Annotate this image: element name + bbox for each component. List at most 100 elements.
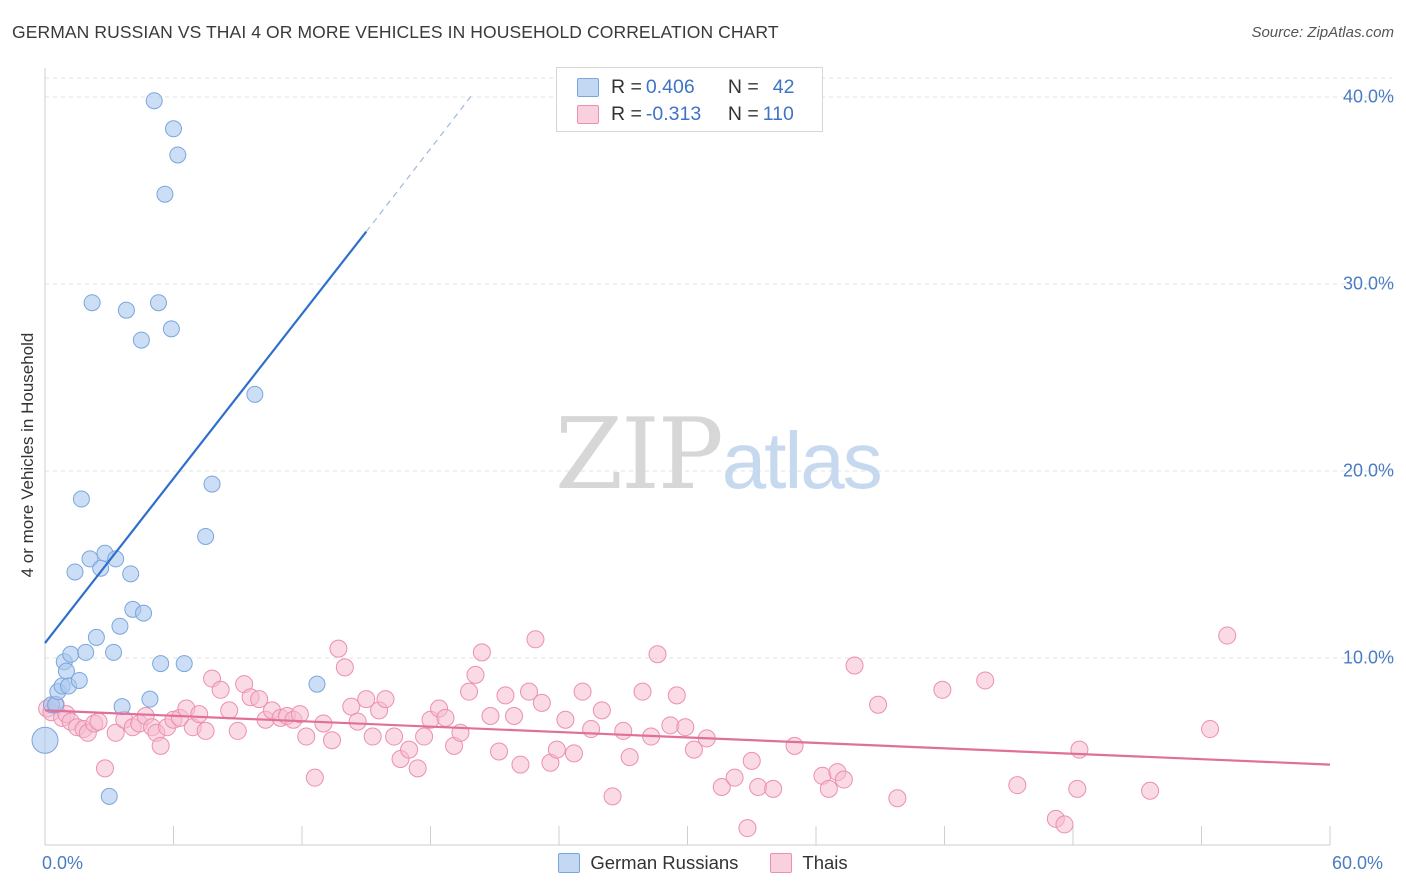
thais-point <box>785 736 804 755</box>
thais-point <box>342 697 361 716</box>
thais-point <box>573 682 592 701</box>
legend-swatch-pink <box>577 104 599 124</box>
german-russians-points <box>31 92 326 805</box>
german-russians-point <box>83 294 101 312</box>
german-russians-point <box>100 787 118 805</box>
thais-point <box>290 705 309 724</box>
thais-point <box>305 768 324 787</box>
bottom-legend-thais: Thais <box>770 852 848 874</box>
thais-point <box>89 712 108 731</box>
thais-point <box>532 693 551 712</box>
thais-point <box>220 701 239 720</box>
thais-point <box>1055 815 1074 834</box>
thais-point <box>582 720 601 739</box>
german-russians-point <box>165 120 182 138</box>
thais-point <box>547 740 566 759</box>
german-russians-point <box>152 655 170 673</box>
german-russians-point <box>150 294 168 312</box>
watermark-atlas: atlas <box>721 416 883 505</box>
thais-point <box>400 740 419 759</box>
german-russians-point <box>246 385 264 403</box>
thais-point <box>297 727 316 746</box>
thais-point <box>1008 776 1027 795</box>
thais-point <box>614 721 633 740</box>
german-russians-point <box>87 628 105 646</box>
thais-point <box>648 645 667 664</box>
thais-point <box>472 643 491 662</box>
legend-n-value: 110 <box>762 102 794 125</box>
german-russians-point <box>70 671 88 689</box>
thais-point <box>95 759 114 778</box>
thais-point <box>385 727 404 746</box>
thais-point <box>1201 720 1220 739</box>
german-russians-point <box>308 675 326 693</box>
thais-point <box>415 727 434 746</box>
german-russians-point <box>31 726 59 754</box>
chart-title: GERMAN RUSSIAN VS THAI 4 OR MORE VEHICLE… <box>12 22 779 42</box>
thais-point <box>526 630 545 649</box>
bottom-legend-label: Thais <box>802 852 848 873</box>
legend-n-label: N = <box>727 75 759 98</box>
y-axis-label: 4 or more Vehicles in Household <box>18 332 37 578</box>
legend-r-value: -0.313 <box>645 102 702 125</box>
thais-point <box>738 819 757 838</box>
bottom-legend-label: German Russians <box>590 852 739 873</box>
thais-point <box>466 665 485 684</box>
thais-point <box>481 706 500 725</box>
thais-point <box>1141 781 1160 800</box>
thais-point <box>633 682 652 701</box>
thais-points <box>38 626 1237 838</box>
thais-point <box>460 682 479 701</box>
thais-point <box>357 690 376 709</box>
thais-point <box>376 690 395 709</box>
thais-point <box>511 755 530 774</box>
german-russians-point <box>169 146 187 164</box>
thais-point <box>676 718 695 737</box>
thais-point <box>1218 626 1237 645</box>
y-tick-label: 30.0% <box>1342 273 1394 294</box>
thais-point <box>190 705 209 724</box>
thais-point <box>228 721 247 740</box>
thais-point <box>335 658 354 677</box>
german-russians-point <box>117 301 135 319</box>
gridlines <box>45 77 1392 659</box>
thais-point <box>749 778 768 797</box>
source-label: Source: ZipAtlas.com <box>1251 24 1394 41</box>
german-russians-point <box>197 527 215 545</box>
german-russians-point <box>113 698 131 716</box>
thais-point <box>592 701 611 720</box>
legend-r-label: R = <box>611 102 642 125</box>
thais-point <box>564 744 583 763</box>
bottom-legend-swatch-pink <box>770 853 793 873</box>
thais-point <box>603 787 622 806</box>
thais-trend-line <box>44 709 1331 766</box>
german-russians-point <box>141 690 159 708</box>
thais-point <box>933 680 952 699</box>
german-russians-point <box>175 655 193 673</box>
thais-point <box>661 716 680 735</box>
thais-point <box>363 727 382 746</box>
thais-point <box>845 656 864 675</box>
german-russians-point <box>203 475 221 493</box>
thais-point <box>819 779 838 798</box>
legend-box: R = 0.406 N = 42 R = -0.313 N = 110 <box>556 67 823 132</box>
thais-point <box>725 768 744 787</box>
thais-point <box>520 682 539 701</box>
bottom-legend-german-russians: German Russians <box>558 852 738 874</box>
thais-point <box>869 695 888 714</box>
thais-point <box>496 686 515 705</box>
thais-point <box>834 770 853 789</box>
thais-point <box>348 712 367 731</box>
german-russians-point <box>105 643 123 661</box>
legend-r-value: 0.406 <box>645 75 695 98</box>
thais-point <box>322 731 341 750</box>
bottom-legend-swatch-blue <box>558 853 581 873</box>
thais-point <box>888 789 907 808</box>
thais-point <box>556 710 575 729</box>
legend-row-thais: R = -0.313 N = 110 <box>577 102 794 126</box>
x-tick-label-max: 60.0% <box>1332 853 1384 873</box>
x-tick-label-min: 0.0% <box>42 853 84 873</box>
legend-r-label: R = <box>611 75 642 98</box>
thais-point <box>667 686 686 705</box>
